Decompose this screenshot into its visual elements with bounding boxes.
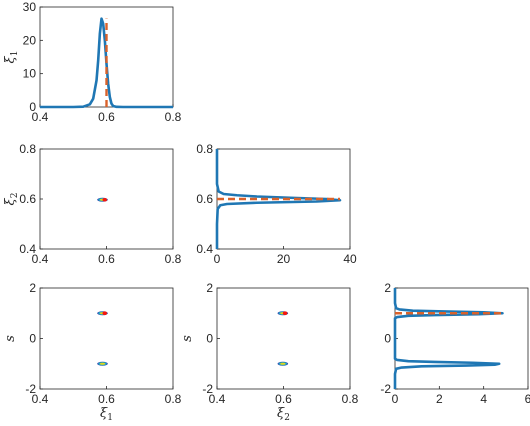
y-tick-label: 0 xyxy=(29,100,36,114)
y-tick-label: 0.4 xyxy=(19,242,36,256)
plot-area xyxy=(216,287,351,390)
x-tick-label: 40 xyxy=(343,252,357,266)
x-tick-label: 0 xyxy=(214,252,221,266)
y-tick-label: 0.6 xyxy=(196,192,213,206)
x-tick-label: 6 xyxy=(525,392,530,406)
x-tick-label: 4 xyxy=(480,392,487,406)
x-tick-label: 0 xyxy=(392,392,399,406)
panel-xi2-marginal: 0 20 40 0.4 0.6 0.8 xyxy=(196,142,357,266)
contour-inner xyxy=(280,362,286,365)
x-tick-label: 0.4 xyxy=(32,392,49,406)
contour-peak xyxy=(102,197,107,202)
y-tick-label: 0.4 xyxy=(196,242,213,256)
x-axis-label: ξ1 xyxy=(100,406,113,423)
x-tick-label: 20 xyxy=(277,252,291,266)
plot-area xyxy=(394,287,529,390)
x-tick-label: 0.4 xyxy=(209,392,226,406)
x-tick-label: 0.8 xyxy=(165,392,182,406)
y-tick-label: 0.6 xyxy=(19,192,36,206)
x-tick-label: 0.6 xyxy=(98,392,115,406)
y-axis-label: s xyxy=(180,335,195,342)
y-tick-label: 2 xyxy=(384,281,391,295)
y-tick-label: 10 xyxy=(23,67,37,81)
x-tick-label: 0.8 xyxy=(165,110,182,124)
x-tick-label: 0.8 xyxy=(342,392,359,406)
y-tick-label: 20 xyxy=(23,33,37,47)
y-tick-label: 0.8 xyxy=(19,142,36,156)
y-tick-label: 30 xyxy=(23,0,37,14)
y-axis-label: s xyxy=(3,335,18,342)
panel-xi1-marginal: 0.4 0.6 0.8 0 10 20 30 ξ1 xyxy=(3,0,182,124)
x-tick-label: 0.6 xyxy=(275,392,292,406)
y-tick-label: 2 xyxy=(29,281,36,295)
y-axis-label: ξ2 xyxy=(3,193,20,206)
y-tick-label: 0 xyxy=(206,332,213,346)
y-tick-label: -2 xyxy=(202,382,213,396)
y-tick-label: 0.8 xyxy=(196,142,213,156)
panel-xi2-s-joint: 0.4 0.6 0.8 -2 0 2 ξ2 s xyxy=(180,281,359,423)
contour-peak xyxy=(102,311,107,316)
y-tick-label: -2 xyxy=(25,382,36,396)
density-curve xyxy=(40,17,173,109)
x-tick-label: 0.6 xyxy=(98,110,115,124)
x-tick-label: 0.4 xyxy=(32,252,49,266)
x-tick-label: 2 xyxy=(436,392,443,406)
density-curve xyxy=(393,288,504,389)
x-tick-label: 0.4 xyxy=(32,110,49,124)
panel-s-marginal: 0 2 4 6-202 xyxy=(380,281,530,406)
y-tick-label: -2 xyxy=(380,382,391,396)
panel-xi1-xi2-joint: 0.4 0.6 0.8 0.4 0.6 0.8 ξ2 xyxy=(3,142,182,266)
panel-xi1-s-joint: 0.4 0.6 0.8 -2 0 2 ξ1 s xyxy=(3,281,182,423)
y-tick-label: 2 xyxy=(206,281,213,295)
x-tick-label: 0.8 xyxy=(165,252,182,266)
contour-inner xyxy=(99,362,106,365)
x-axis-label: ξ2 xyxy=(277,406,290,423)
x-tick-label: 0.6 xyxy=(98,252,115,266)
plot-area xyxy=(39,287,174,390)
y-tick-label: 0 xyxy=(29,332,36,346)
contour-peak xyxy=(282,311,288,316)
y-tick-label: 0 xyxy=(384,332,391,346)
y-axis-label: ξ1 xyxy=(3,51,20,64)
